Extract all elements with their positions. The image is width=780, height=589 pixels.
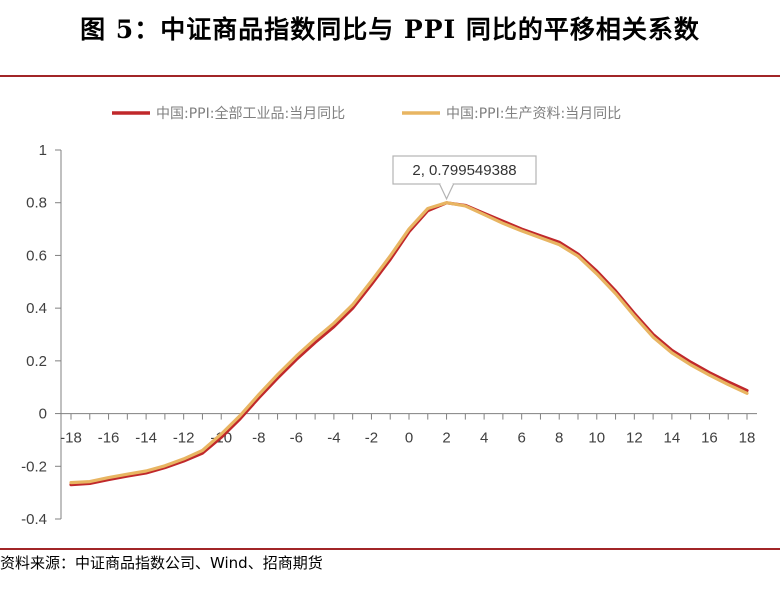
x-tick-label: -14: [135, 430, 157, 447]
tooltip-pointer: [439, 183, 455, 201]
y-tick-label: 1: [39, 142, 47, 159]
x-tick-label: -6: [290, 430, 303, 447]
legend-label-2: 中国:PPI:生产资料:当月同比: [446, 106, 621, 122]
y-tick-label: 0.8: [26, 195, 47, 212]
axes: 10.80.60.40.20-0.2-0.4-18 -16 -14 -12 -10 -8-…: [21, 142, 757, 528]
y-tick-label: 0.6: [26, 247, 47, 264]
legend-label-1: 中国:PPI:全部工业品:当月同比: [156, 105, 345, 122]
x-tick-label: 4: [480, 430, 488, 447]
legend: 中国:PPI:全部工业品:当月同比 中国:PPI:生产资料:当月同比: [112, 105, 621, 122]
source-note: 资料来源：中证商品指数公司、Wind、招商期货: [0, 554, 323, 572]
x-tick-label: 12: [626, 430, 643, 447]
y-tick-label: 0: [39, 406, 47, 423]
x-tick-label: 2: [442, 430, 450, 447]
x-tick-label: 0: [405, 430, 413, 447]
series-group: [69, 201, 749, 487]
y-tick-label: -0.2: [21, 458, 47, 475]
y-tick-label: -0.4: [21, 511, 47, 528]
source-rule: [0, 548, 780, 550]
title-rule: [0, 75, 780, 77]
y-tick-label: 0.2: [26, 353, 47, 370]
x-tick-label: 14: [664, 430, 681, 447]
series-line-2: [69, 201, 749, 485]
x-tick-label: 6: [517, 430, 525, 447]
y-tick-label: 0.4: [26, 300, 47, 317]
x-tick-label: 18: [739, 430, 756, 447]
x-tick-label: 10: [588, 430, 605, 447]
x-tick-label: -8: [252, 430, 265, 447]
x-tick-label: -16: [98, 430, 120, 447]
tooltip-box: [392, 155, 537, 185]
x-tick-label: -4: [327, 430, 340, 447]
tooltip: 2, 0.799549388: [392, 155, 537, 201]
figure-title: 图 5：中证商品指数同比与 PPI 同比的平移相关系数: [80, 15, 700, 44]
tooltip-label: 2, 0.799549388: [412, 162, 516, 179]
x-tick-label: 8: [555, 430, 563, 447]
x-tick-label: -2: [365, 430, 378, 447]
x-tick-label: -18: [60, 430, 82, 447]
x-tick-label: 16: [701, 430, 718, 447]
x-tick-label: -12: [173, 430, 195, 447]
